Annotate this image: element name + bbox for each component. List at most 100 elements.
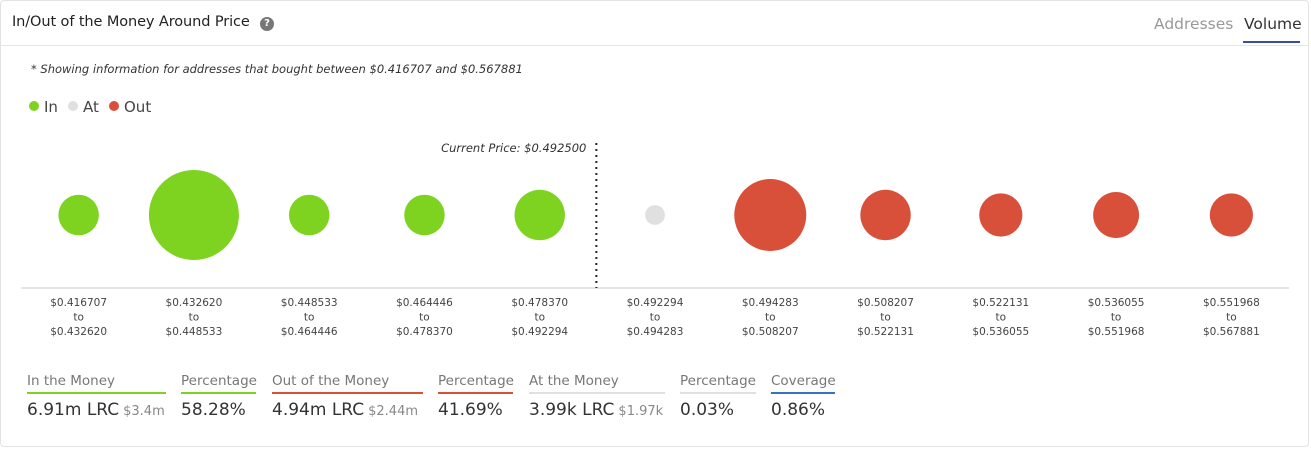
bubble-chart: Current Price: $0.492500 $0.416707 to $0.43… bbox=[21, 141, 1289, 338]
x-tick-label: $0.522131 bbox=[972, 297, 1029, 309]
stat-value-main: 6.91m LRC bbox=[27, 400, 120, 420]
stat-in-percentage: Percentage 58.28% bbox=[181, 373, 257, 420]
stat-bar bbox=[529, 392, 665, 394]
x-tick-label: $0.508207 bbox=[742, 326, 799, 338]
x-tick-label: to bbox=[1226, 312, 1237, 324]
stat-value: 4.94m LRC $2.44m bbox=[272, 400, 423, 420]
x-tick-label: to bbox=[650, 312, 661, 324]
x-tick-label: $0.432620 bbox=[50, 326, 107, 338]
stat-bar bbox=[181, 392, 256, 394]
help-circle-icon[interactable]: ? bbox=[260, 17, 274, 31]
stat-value: 6.91m LRC $3.4m bbox=[27, 400, 166, 420]
x-tick-label: $0.492294 bbox=[627, 297, 684, 309]
card-title: In/Out of the Money Around Price bbox=[12, 14, 250, 30]
stat-value-main: 58.28% bbox=[181, 400, 246, 420]
bubble-out bbox=[734, 179, 807, 251]
legend-label-out: Out bbox=[124, 98, 152, 116]
stat-value-main: 41.69% bbox=[438, 400, 503, 420]
x-tick-label: $0.551968 bbox=[1203, 297, 1260, 309]
current-price-label: Current Price: $0.492500 bbox=[441, 141, 586, 155]
stat-label: Percentage bbox=[680, 373, 756, 389]
x-tick-label: to bbox=[534, 312, 545, 324]
bubble-in bbox=[148, 170, 239, 260]
x-tick-label: $0.551968 bbox=[1088, 326, 1145, 338]
x-tick-label: $0.448533 bbox=[166, 326, 223, 338]
legend-label-in: In bbox=[44, 98, 58, 116]
x-tick-label: $0.478370 bbox=[511, 297, 568, 309]
stat-label: Percentage bbox=[438, 373, 514, 389]
x-tick-label: $0.536055 bbox=[1088, 297, 1145, 309]
bubble-out bbox=[1093, 192, 1140, 238]
x-tick-label: to bbox=[880, 312, 891, 324]
stat-bar bbox=[680, 392, 756, 394]
stat-label: In the Money bbox=[27, 373, 116, 389]
stat-bar bbox=[27, 392, 166, 394]
x-tick-label: $0.492294 bbox=[511, 326, 568, 338]
stat-bar bbox=[771, 392, 835, 394]
x-tick-label: $0.494283 bbox=[742, 297, 799, 309]
active-tab-indicator bbox=[1243, 41, 1300, 43]
stat-label: Coverage bbox=[771, 373, 836, 389]
stat-label: Out of the Money bbox=[272, 373, 390, 389]
stat-value: 0.03% bbox=[680, 400, 756, 420]
legend-dot-in bbox=[29, 101, 39, 111]
stat-label: Percentage bbox=[181, 373, 257, 389]
stat-value: 41.69% bbox=[438, 400, 513, 420]
stat-bar bbox=[438, 392, 513, 394]
x-tick-label: $0.464446 bbox=[281, 326, 338, 338]
bubble-out bbox=[1209, 193, 1253, 237]
stat-value-main: 3.99k LRC bbox=[529, 400, 615, 420]
x-tick-label: $0.432620 bbox=[166, 297, 223, 309]
stat-value: 58.28% bbox=[181, 400, 256, 420]
legend-item-out[interactable]: Out bbox=[109, 98, 151, 116]
stat-value-usd: $1.97k bbox=[618, 404, 664, 419]
bubble-in bbox=[404, 194, 445, 236]
x-tick-label: $0.508207 bbox=[857, 297, 914, 309]
x-tick-label: to bbox=[304, 312, 315, 324]
stat-at-the-money: At the Money 3.99k LRC $1.97k bbox=[529, 373, 665, 420]
stat-coverage: Coverage 0.86% bbox=[771, 373, 836, 420]
tab-volume[interactable]: Volume bbox=[1244, 15, 1302, 33]
bubble-at bbox=[645, 205, 665, 225]
x-tick-label: to bbox=[1111, 312, 1122, 324]
legend-label-at: At bbox=[83, 98, 99, 116]
bubble-out bbox=[979, 193, 1023, 237]
x-tick-label: $0.478370 bbox=[396, 326, 453, 338]
stat-value-main: 4.94m LRC bbox=[272, 400, 365, 420]
legend-dot-out bbox=[109, 101, 119, 111]
x-tick-label: to bbox=[996, 312, 1007, 324]
x-tick-label: to bbox=[189, 312, 200, 324]
stat-value: 3.99k LRC $1.97k bbox=[529, 400, 665, 420]
summary-stats: In the Money 6.91m LRC $3.4m Percentage 5… bbox=[1, 373, 1310, 433]
legend-item-at[interactable]: At bbox=[68, 98, 99, 116]
tab-addresses[interactable]: Addresses bbox=[1154, 15, 1234, 33]
legend-item-in[interactable]: In bbox=[29, 98, 58, 116]
stat-out-of-the-money: Out of the Money 4.94m LRC $2.44m bbox=[272, 373, 423, 420]
stat-in-the-money: In the Money 6.91m LRC $3.4m bbox=[27, 373, 166, 420]
x-tick-label: $0.536055 bbox=[972, 326, 1029, 338]
x-tick-label: $0.522131 bbox=[857, 326, 914, 338]
bubble-in bbox=[514, 189, 565, 241]
stat-bar bbox=[272, 392, 423, 394]
bubble-in bbox=[58, 194, 99, 236]
x-tick-label: to bbox=[419, 312, 430, 324]
x-tick-label: $0.416707 bbox=[50, 297, 107, 309]
stat-value-usd: $3.4m bbox=[123, 404, 165, 419]
card-header: In/Out of the Money Around Price ? Addre… bbox=[1, 1, 1308, 46]
x-tick-label: $0.464446 bbox=[396, 297, 453, 309]
stat-value-main: 0.86% bbox=[771, 400, 826, 420]
stat-value-main: 0.03% bbox=[680, 400, 735, 420]
x-tick-label: to bbox=[765, 312, 776, 324]
legend-dot-at bbox=[68, 101, 78, 111]
stat-label: At the Money bbox=[529, 373, 619, 389]
stat-value: 0.86% bbox=[771, 400, 835, 420]
x-tick-label: $0.567881 bbox=[1203, 326, 1260, 338]
bubble-out bbox=[860, 189, 911, 241]
stat-at-percentage: Percentage 0.03% bbox=[680, 373, 756, 420]
x-tick-label: to bbox=[73, 312, 84, 324]
x-tick-label: $0.494283 bbox=[627, 326, 684, 338]
x-tick-label: $0.448533 bbox=[281, 297, 338, 309]
stat-value-usd: $2.44m bbox=[368, 404, 419, 419]
range-note: * Showing information for addresses that… bbox=[31, 62, 523, 76]
